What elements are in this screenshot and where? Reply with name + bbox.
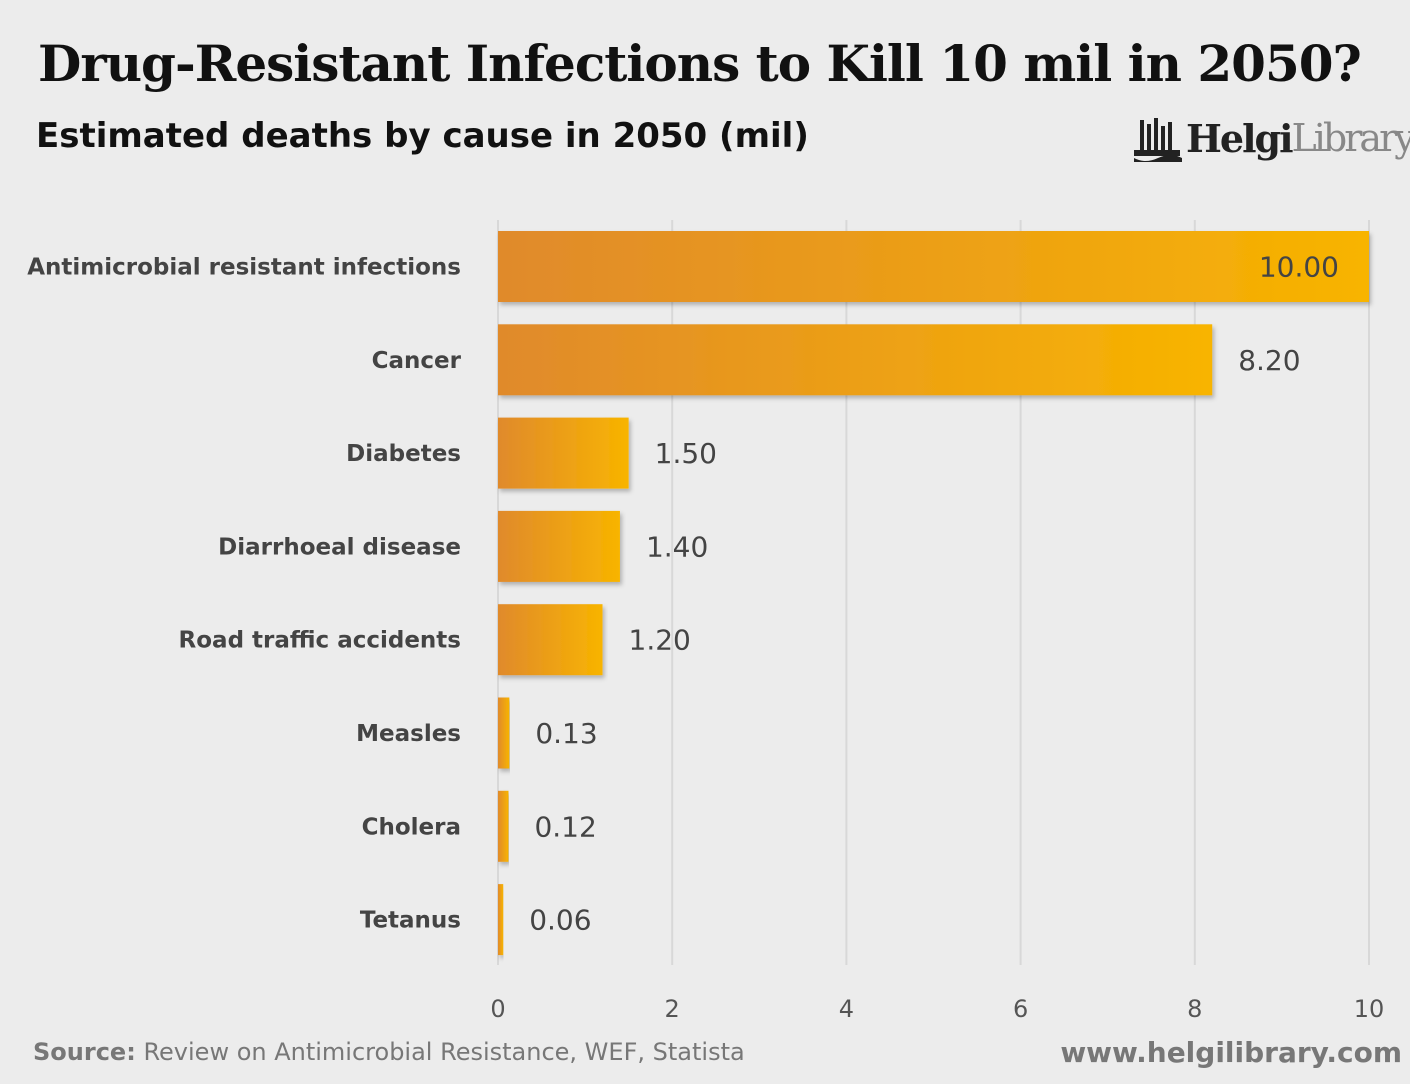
x-tick-label: 8	[1187, 995, 1202, 1023]
bar	[498, 324, 1213, 396]
website-url: www.helgilibrary.com	[1060, 1036, 1402, 1069]
x-tick-label: 4	[839, 995, 854, 1023]
x-tick-label: 10	[1354, 995, 1385, 1023]
x-tick-label: 2	[665, 995, 680, 1023]
category-label: Road traffic accidents	[179, 628, 461, 654]
category-label: Diarrhoeal disease	[218, 534, 461, 560]
category-label: Cancer	[372, 348, 462, 374]
bar	[498, 417, 629, 489]
category-label: Diabetes	[346, 441, 461, 467]
chart-title: Drug-Resistant Infections to Kill 10 mil…	[38, 34, 1362, 93]
category-label: Antimicrobial resistant infections	[27, 255, 461, 281]
x-tick-label: 6	[1013, 995, 1028, 1023]
bar	[498, 510, 620, 582]
value-label: 1.50	[655, 437, 717, 470]
bar	[498, 231, 1369, 302]
x-tick-label: 0	[490, 995, 505, 1023]
logo-text-helgi: Helgi	[1186, 115, 1294, 161]
bar	[498, 884, 504, 956]
value-label: 0.13	[535, 717, 597, 750]
bar	[498, 790, 509, 862]
library-building-icon	[1134, 118, 1182, 162]
chart-subtitle: Estimated deaths by cause in 2050 (mil)	[36, 116, 809, 156]
value-label: 10.00	[1259, 251, 1339, 284]
helgi-library-logo: Helgi Library.	[1130, 108, 1410, 168]
value-label: 0.06	[529, 904, 591, 937]
source-text: Review on Antimicrobial Resistance, WEF,…	[143, 1038, 745, 1066]
value-label: 1.20	[629, 624, 691, 657]
source-note: Source: Review on Antimicrobial Resistan…	[33, 1038, 745, 1066]
logo-text-library: Library.	[1291, 116, 1410, 160]
category-label: Cholera	[362, 814, 461, 840]
value-label: 0.12	[534, 810, 596, 843]
value-label: 8.20	[1238, 344, 1300, 377]
value-label: 1.40	[646, 530, 708, 563]
category-label: Measles	[356, 721, 461, 747]
source-label: Source:	[33, 1038, 136, 1066]
bar	[498, 604, 603, 676]
bar	[498, 697, 510, 769]
category-label: Tetanus	[360, 908, 461, 934]
